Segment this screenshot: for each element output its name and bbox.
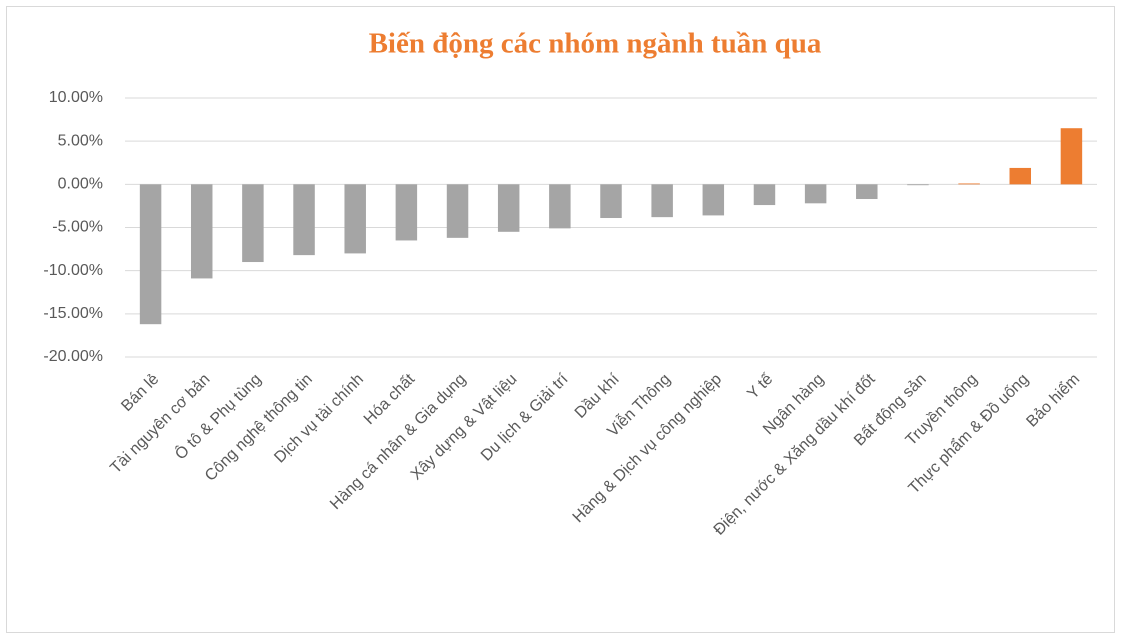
bar <box>190 184 213 279</box>
chart-title: Biến động các nhóm ngành tuần qua <box>369 28 822 60</box>
y-tick-label: 0.00% <box>58 176 103 193</box>
y-tick-label: -15.00% <box>43 305 103 322</box>
bar <box>446 184 469 238</box>
bar <box>907 184 929 186</box>
y-tick-label: -10.00% <box>43 262 103 279</box>
bar <box>293 184 315 256</box>
bar <box>804 184 827 204</box>
bar <box>395 184 418 241</box>
bar <box>856 184 878 200</box>
bar <box>549 184 571 229</box>
bar <box>344 184 366 254</box>
y-tick-label: 10.00% <box>49 89 103 106</box>
bar <box>497 184 520 232</box>
bar <box>753 184 776 206</box>
y-tick-label: 5.00% <box>58 132 103 149</box>
bar <box>702 184 725 216</box>
y-tick-label: -20.00% <box>43 348 103 365</box>
bar <box>139 184 162 325</box>
bar <box>1009 167 1032 185</box>
bar <box>651 184 673 218</box>
y-tick-label: -5.00% <box>52 219 103 236</box>
bar <box>600 184 622 219</box>
bar <box>958 183 980 185</box>
bar <box>1060 128 1083 185</box>
bar <box>242 184 264 263</box>
chart-border <box>6 6 1115 633</box>
